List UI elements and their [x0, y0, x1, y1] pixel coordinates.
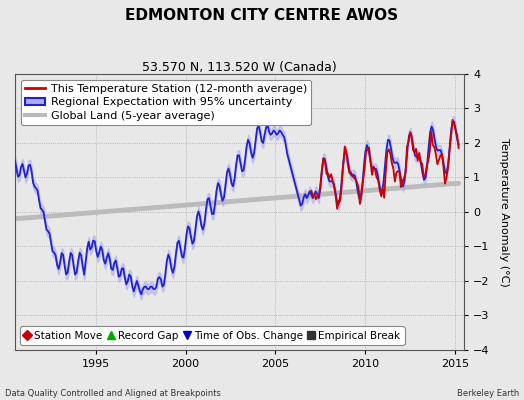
- Title: 53.570 N, 113.520 W (Canada): 53.570 N, 113.520 W (Canada): [142, 61, 337, 74]
- Legend: Station Move, Record Gap, Time of Obs. Change, Empirical Break: Station Move, Record Gap, Time of Obs. C…: [20, 326, 405, 345]
- Text: Berkeley Earth: Berkeley Earth: [456, 389, 519, 398]
- Text: Data Quality Controlled and Aligned at Breakpoints: Data Quality Controlled and Aligned at B…: [5, 389, 221, 398]
- Y-axis label: Temperature Anomaly (°C): Temperature Anomaly (°C): [499, 138, 509, 286]
- Text: EDMONTON CITY CENTRE AWOS: EDMONTON CITY CENTRE AWOS: [125, 8, 399, 23]
